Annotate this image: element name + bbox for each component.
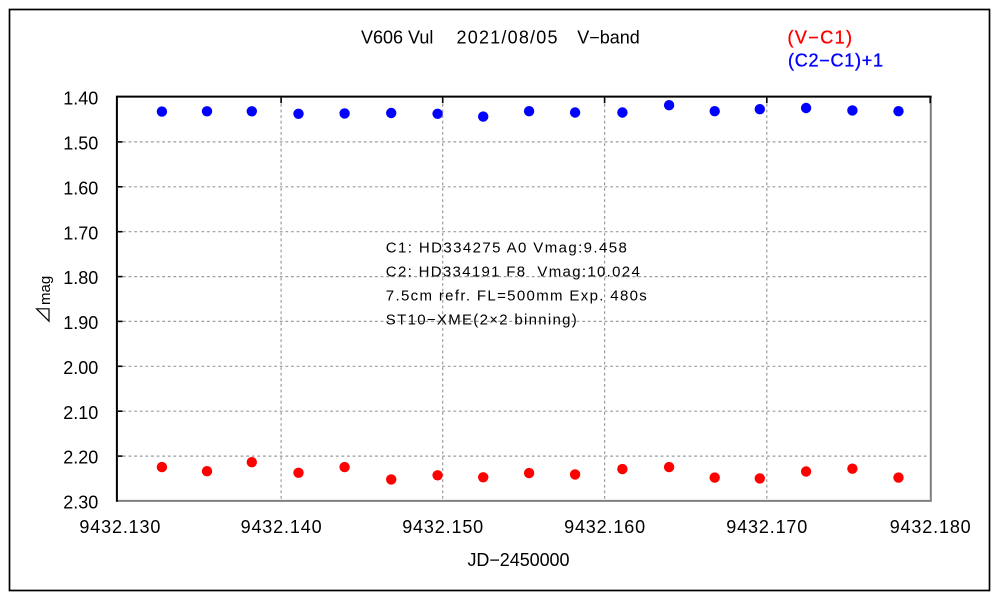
svg-text:2021/08/05: 2021/08/05 (457, 28, 558, 48)
svg-text:1.70: 1.70 (63, 223, 98, 243)
svg-text:7.5cm refr. FL=500mm Exp. 480s: 7.5cm refr. FL=500mm Exp. 480s (386, 288, 647, 305)
svg-text:9432.170: 9432.170 (726, 517, 807, 537)
svg-text:ST10−XME(2×2 binning): ST10−XME(2×2 binning) (386, 312, 577, 329)
svg-text:9432.180: 9432.180 (890, 517, 971, 537)
svg-text:9432.130: 9432.130 (79, 517, 160, 537)
svg-text:V606 Vul: V606 Vul (361, 28, 433, 48)
svg-text:(V−C1): (V−C1) (788, 27, 853, 47)
svg-text:1.90: 1.90 (63, 313, 98, 333)
svg-text:V−band: V−band (577, 28, 640, 48)
svg-text:mag: mag (37, 276, 54, 305)
svg-text:(C2−C1)+1: (C2−C1)+1 (788, 50, 883, 70)
svg-text:JD−2450000: JD−2450000 (468, 550, 570, 570)
svg-text:9432.150: 9432.150 (402, 517, 483, 537)
svg-text:2.20: 2.20 (63, 448, 98, 468)
svg-text:1.40: 1.40 (63, 89, 98, 109)
svg-text:1.60: 1.60 (63, 178, 98, 198)
svg-text:2.10: 2.10 (63, 403, 98, 423)
svg-text:C2: HD334191 F8 Vmag:10.024: C2: HD334191 F8 Vmag:10.024 (386, 264, 640, 281)
svg-text:9432.140: 9432.140 (241, 517, 322, 537)
svg-text:1.50: 1.50 (63, 134, 98, 154)
svg-text:2.00: 2.00 (63, 358, 98, 378)
svg-text:9432.160: 9432.160 (564, 517, 645, 537)
svg-text:C1: HD334275 A0 Vmag:9.458: C1: HD334275 A0 Vmag:9.458 (386, 240, 627, 257)
svg-text:1.80: 1.80 (63, 268, 98, 288)
svg-text:2.30: 2.30 (63, 493, 98, 513)
